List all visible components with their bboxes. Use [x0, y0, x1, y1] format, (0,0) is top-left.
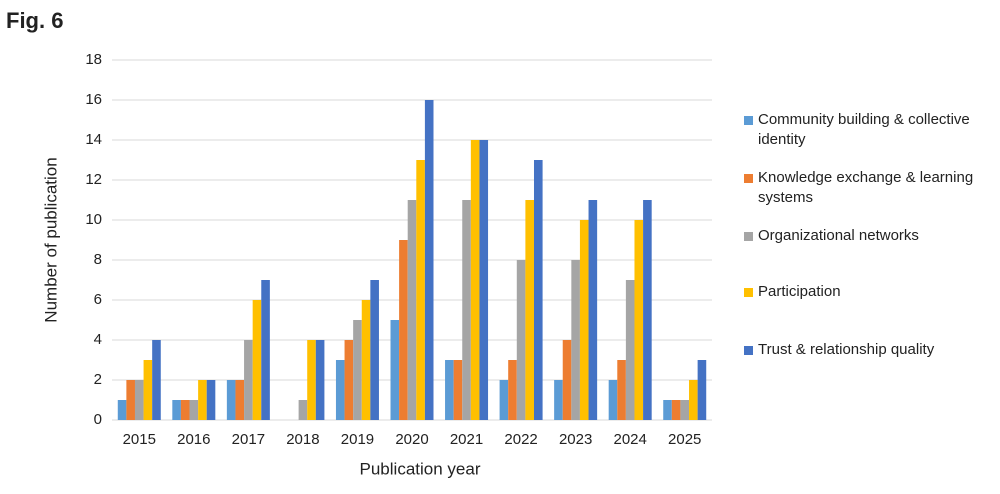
legend-item: Community building & collective identity: [744, 110, 983, 150]
x-tick-label: 2024: [613, 431, 646, 448]
bar: [244, 340, 253, 420]
bar: [307, 340, 316, 420]
legend-swatch: [744, 346, 753, 355]
bar: [353, 320, 362, 420]
y-tick-label: 12: [85, 171, 102, 188]
bar: [399, 240, 408, 420]
legend-swatch: [744, 116, 753, 125]
bar: [180, 400, 190, 420]
bar: [390, 320, 400, 420]
x-tick-label: 2016: [177, 431, 210, 448]
bar: [361, 300, 371, 420]
bar: [152, 340, 161, 420]
bar: [680, 400, 690, 420]
bar: [453, 360, 463, 420]
bar: [462, 200, 471, 420]
bar: [525, 200, 534, 420]
x-tick-label: 2022: [504, 431, 537, 448]
legend-label: Organizational networks: [758, 227, 919, 244]
legend-item: Trust & relationship quality: [744, 340, 983, 360]
legend-label: Community building & collective identity: [758, 111, 970, 148]
bar: [508, 360, 517, 420]
y-tick-label: 18: [85, 51, 102, 68]
bar: [697, 360, 707, 420]
bar: [689, 380, 698, 420]
bar: [424, 100, 434, 420]
legend-swatch: [744, 232, 753, 241]
x-tick-label: 2017: [232, 431, 265, 448]
legend-item: Organizational networks: [744, 226, 983, 246]
bar: [416, 160, 425, 420]
bar: [235, 380, 245, 420]
bar: [625, 280, 635, 420]
y-tick-label: 8: [94, 251, 102, 268]
legend-item: Knowledge exchange & learning systems: [744, 168, 983, 208]
bar: [470, 140, 480, 420]
bar: [499, 380, 509, 420]
legend-swatch: [744, 174, 753, 183]
bar: [643, 200, 652, 420]
bar: [226, 380, 236, 420]
y-tick-label: 0: [94, 411, 102, 428]
bar: [663, 400, 672, 420]
bar: [554, 380, 563, 420]
bar: [370, 280, 379, 420]
legend-item: Participation: [744, 282, 983, 302]
y-tick-label: 2: [94, 371, 102, 388]
bar: [445, 360, 454, 420]
bar: [117, 400, 127, 420]
legend-label: Participation: [758, 283, 841, 300]
x-tick-label: 2015: [123, 431, 156, 448]
bar: [571, 260, 580, 420]
x-tick-label: 2025: [668, 431, 701, 448]
bar: [588, 200, 598, 420]
bar: [252, 300, 262, 420]
x-axis-label: Publication year: [360, 459, 481, 478]
bar: [608, 380, 618, 420]
y-tick-label: 16: [85, 91, 102, 108]
y-tick-label: 4: [94, 331, 102, 348]
x-tick-label: 2021: [450, 431, 483, 448]
y-axis-label: Number of publication: [41, 157, 60, 322]
bar: [579, 220, 589, 420]
bar: [172, 400, 181, 420]
bar: [516, 260, 526, 420]
bar: [562, 340, 572, 420]
legend-swatch: [744, 288, 753, 297]
bar: [143, 360, 153, 420]
x-tick-label: 2018: [286, 431, 319, 448]
bar: [617, 360, 626, 420]
x-tick-label: 2023: [559, 431, 592, 448]
bar: [198, 380, 207, 420]
y-tick-label: 14: [85, 131, 102, 148]
bar: [344, 340, 354, 420]
bar: [335, 360, 345, 420]
legend-label: Knowledge exchange & learning systems: [758, 169, 974, 206]
bar: [298, 400, 308, 420]
legend-label: Trust & relationship quality: [758, 341, 935, 358]
bar: [634, 220, 644, 420]
bar: [479, 140, 489, 420]
figure-label: Fig. 6: [6, 8, 63, 33]
x-tick-label: 2020: [395, 431, 428, 448]
bar: [407, 200, 417, 420]
y-tick-label: 10: [85, 211, 102, 228]
bar: [189, 400, 199, 420]
bar: [533, 160, 543, 420]
bar: [126, 380, 135, 420]
bar: [134, 380, 144, 420]
bar: [315, 340, 325, 420]
bar: [206, 380, 216, 420]
bar: [671, 400, 681, 420]
y-tick-label: 6: [94, 291, 102, 308]
x-tick-label: 2019: [341, 431, 374, 448]
bar: [261, 280, 270, 420]
